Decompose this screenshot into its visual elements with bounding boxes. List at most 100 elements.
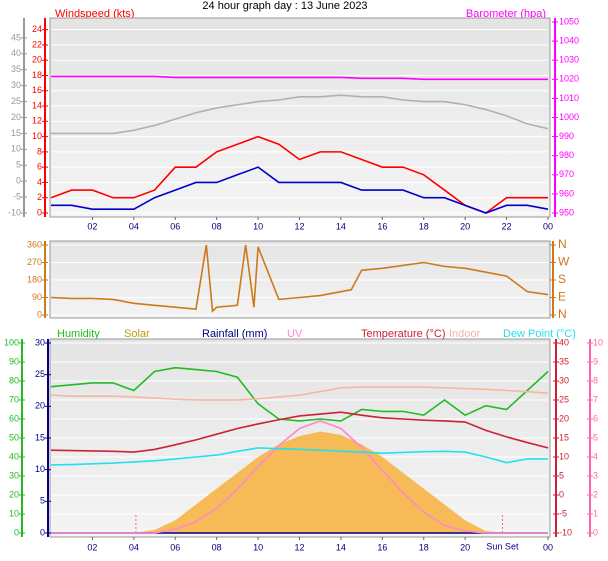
y2-tick-label: N <box>558 237 567 251</box>
y-tick-label: 50 <box>9 432 19 442</box>
y2-tick-label: -10 <box>559 527 572 537</box>
y2-tick-label: E <box>558 290 566 304</box>
x-tick-label: 02 <box>87 221 97 231</box>
y-tick-label: 10 <box>32 131 42 141</box>
x-tick-label: 10 <box>253 542 263 552</box>
x-tick-label: 16 <box>377 542 387 552</box>
y2-tick-label: 20 <box>559 413 569 423</box>
x-tick-label: 14 <box>336 542 346 552</box>
y3-tick-label: -10 <box>8 207 21 217</box>
y-tick-label: 60 <box>9 413 19 423</box>
y-tick-label: 180 <box>27 274 42 284</box>
y2-tick-label: 25 <box>559 394 569 404</box>
y-tick-label: 18 <box>32 70 42 80</box>
y-axis-label: Windspeed (kts) <box>55 8 134 20</box>
x-tick-label: 12 <box>294 221 304 231</box>
y-tick-label: 4 <box>37 177 42 187</box>
y-tick-label: 100 <box>4 337 19 347</box>
y3-tick-label: -5 <box>13 191 21 201</box>
y4-tick-label: 10 <box>593 337 603 347</box>
y2-tick-label: 960 <box>559 188 574 198</box>
y2-tick-label: 970 <box>559 169 574 179</box>
y2-tick-label: S <box>558 272 566 286</box>
y2-tick-label: N <box>558 307 567 321</box>
y4-tick-label: 2 <box>593 489 598 499</box>
y2-tick-label: 1040 <box>559 35 579 45</box>
y2-tick-label: 1050 <box>559 16 579 26</box>
legend-label: Humidity <box>57 328 100 340</box>
y3-tick-label: 30 <box>35 337 45 347</box>
legend-label: Dew Point (°C) <box>503 328 576 340</box>
line <box>50 447 548 466</box>
x-tick-label: 04 <box>129 221 139 231</box>
y-tick-label: 80 <box>9 375 19 385</box>
line <box>51 420 548 534</box>
y-tick-label: 270 <box>27 257 42 267</box>
x-tick-label: 06 <box>170 542 180 552</box>
y3-tick-label: 25 <box>35 369 45 379</box>
y2-tick-label: 1030 <box>559 55 579 65</box>
y3-tick-label: 20 <box>35 401 45 411</box>
y3-tick-label: 30 <box>11 80 21 90</box>
legend-label: Indoor <box>449 328 481 340</box>
x-tick-label: 18 <box>419 221 429 231</box>
y2-tick-label: W <box>558 255 570 269</box>
y-tick-label: 0 <box>14 527 19 537</box>
y-tick-label: 0 <box>37 309 42 319</box>
y4-tick-label: 4 <box>593 451 598 461</box>
sun-label: Sun Set <box>486 541 519 551</box>
y4-tick-label: 3 <box>593 470 598 480</box>
y-tick-label: 6 <box>37 162 42 172</box>
y4-tick-label: 6 <box>593 413 598 423</box>
area <box>51 431 548 533</box>
y3-tick-label: 15 <box>11 128 21 138</box>
y2-tick-label: 990 <box>559 131 574 141</box>
y3-tick-label: 5 <box>40 496 45 506</box>
x-tick-label: 02 <box>87 542 97 552</box>
y-tick-label: 30 <box>9 470 19 480</box>
y-tick-label: 20 <box>32 55 42 65</box>
y2-tick-label: 1020 <box>559 74 579 84</box>
line <box>51 166 549 214</box>
x-tick-label: 00 <box>543 221 553 231</box>
y3-tick-label: 40 <box>11 48 21 58</box>
x-tick-label: 06 <box>170 221 180 231</box>
line <box>50 386 549 401</box>
y2-tick-label: 40 <box>559 337 569 347</box>
x-tick-label: 20 <box>460 221 470 231</box>
line <box>51 75 548 81</box>
y-tick-label: 70 <box>9 394 19 404</box>
y2-tick-label: 30 <box>559 375 569 385</box>
line <box>50 244 549 313</box>
line <box>50 411 549 453</box>
y2-tick-label: 980 <box>559 150 574 160</box>
y2-tick-label: 15 <box>559 432 569 442</box>
y2-tick-label: 5 <box>559 470 564 480</box>
y3-tick-label: 20 <box>11 112 21 122</box>
y3-tick-label: 35 <box>11 64 21 74</box>
y-tick-label: 12 <box>32 116 42 126</box>
y3-tick-label: 10 <box>35 464 45 474</box>
y3-tick-label: 5 <box>16 160 21 170</box>
y2-tick-label: 35 <box>559 356 569 366</box>
legend-label: Rainfall (mm) <box>202 328 267 340</box>
x-tick-label: 10 <box>253 221 263 231</box>
y2-tick-label: 1000 <box>559 112 579 122</box>
x-tick-label: 16 <box>377 221 387 231</box>
y3-tick-label: 45 <box>11 32 21 42</box>
y2-tick-label: 1010 <box>559 93 579 103</box>
x-tick-label: 22 <box>502 221 512 231</box>
x-tick-label: 18 <box>419 542 429 552</box>
legend-label: UV <box>287 328 303 340</box>
y4-tick-label: 7 <box>593 394 598 404</box>
line <box>50 366 549 422</box>
legend-label: Temperature (°C) <box>361 328 445 340</box>
y2-tick-label: 10 <box>559 451 569 461</box>
legend-label: Solar <box>124 328 150 340</box>
y3-tick-label: 15 <box>35 432 45 442</box>
y3-tick-label: 25 <box>11 96 21 106</box>
y2-tick-label: 0 <box>559 489 564 499</box>
y-tick-label: 10 <box>9 508 19 518</box>
